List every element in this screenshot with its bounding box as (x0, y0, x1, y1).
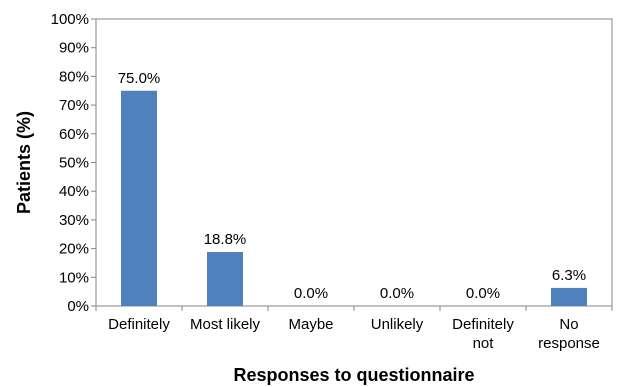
bar (551, 287, 587, 306)
data-label: 6.3% (552, 267, 586, 284)
y-tick-label: 70% (59, 97, 89, 114)
y-tick-label: 30% (59, 212, 89, 229)
x-tick-label: Definitely (108, 316, 170, 333)
data-label: 0.0% (380, 285, 414, 302)
data-label: 0.0% (466, 285, 500, 302)
plot-border (95, 18, 613, 307)
y-tick-label: 20% (59, 241, 89, 258)
x-axis-title: Responses to questionnaire (233, 365, 474, 385)
x-tick-label: No response (538, 316, 600, 352)
y-axis: 0% 10% 20% 30% 40% 50% 60% 70% 80% 90% 100% (51, 11, 96, 315)
data-label: 0.0% (294, 285, 328, 302)
x-tick-label: Maybe (288, 316, 333, 333)
y-tick-label: 80% (59, 68, 89, 85)
data-label: 75.0% (118, 70, 161, 87)
y-tick-label: 100% (51, 11, 89, 28)
x-tick-label: Definitely not (452, 316, 514, 352)
y-tick-label: 0% (67, 298, 89, 315)
x-tick-label: Most likely (190, 316, 261, 333)
plot-area (95, 18, 613, 307)
data-labels: 75.0% 18.8% 0.0% 0.0% 0.0% 6.3% (118, 70, 586, 302)
y-tick-label: 10% (59, 269, 89, 286)
y-tick-label: 90% (59, 40, 89, 57)
bar-series (121, 90, 587, 306)
y-tick-label: 40% (59, 183, 89, 200)
y-axis-title: Patients (%) (14, 111, 34, 214)
y-tick-label: 60% (59, 126, 89, 143)
y-tick-label: 50% (59, 155, 89, 172)
bar (121, 90, 157, 306)
x-tick-label: Unlikely (371, 316, 424, 333)
data-label: 18.8% (204, 231, 247, 248)
x-axis: Definitely Most likely Maybe Unlikely Defini… (95, 306, 613, 352)
bar (207, 252, 243, 306)
